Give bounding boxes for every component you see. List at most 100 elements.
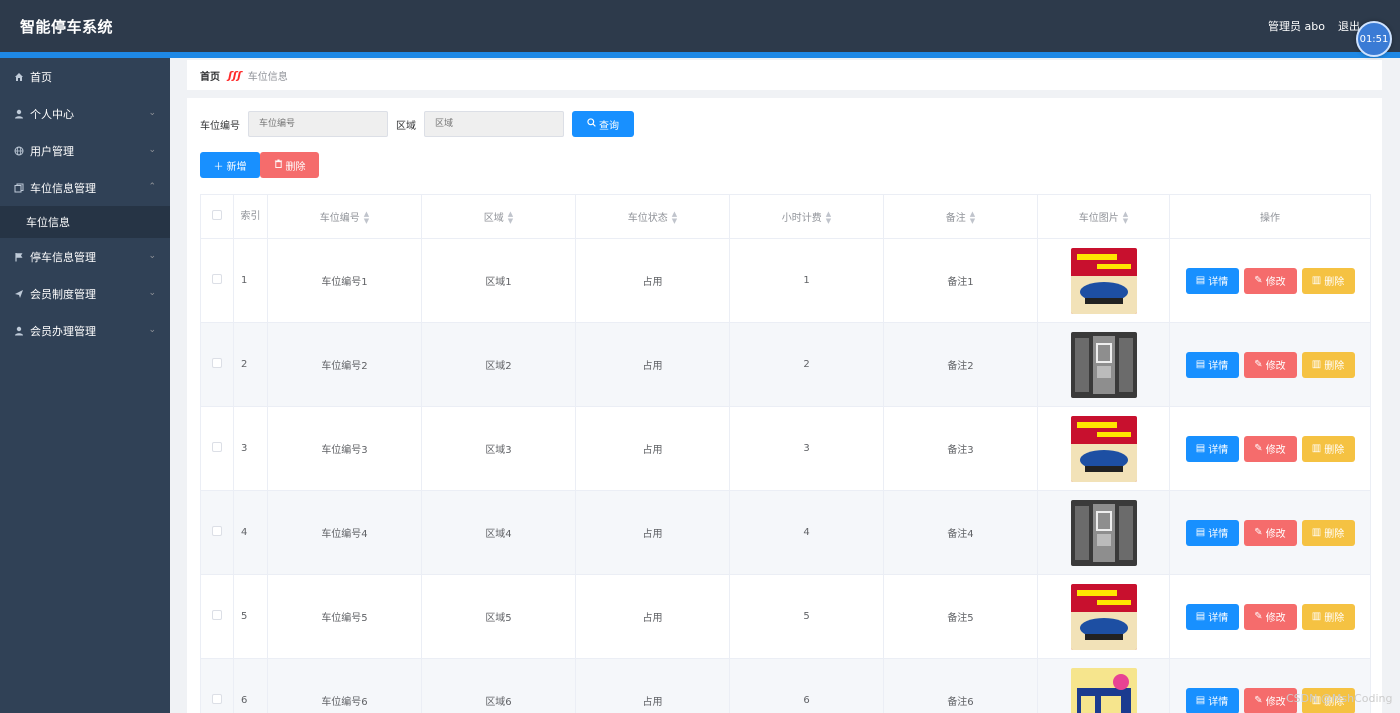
cell-actions: ▤ 详情 ✎ 修改 ▥ 删除 [1169, 490, 1371, 575]
trash-icon: ▥ [1311, 611, 1322, 622]
detail-button-label: 详情 [1208, 361, 1229, 372]
add-button[interactable]: ＋ 新增 [200, 152, 260, 178]
edit-button[interactable]: ✎ 修改 [1243, 267, 1297, 294]
column-header-space-code[interactable]: 车位编号 ▲ ▼ [267, 194, 422, 239]
sort-icon[interactable]: ▲ ▼ [507, 209, 514, 225]
sidebar-item-home[interactable]: 首页 [0, 58, 170, 95]
cell-note: 备注2 [883, 322, 1038, 407]
cell-actions: ▤ 详情 ✎ 修改 ▥ 删除 [1169, 406, 1371, 491]
sidebar-item-user-management[interactable]: 用户管理 ⌄ [0, 132, 170, 169]
cell-area: 区域4 [421, 490, 576, 575]
select-all-cell[interactable] [200, 194, 234, 239]
detail-button[interactable]: ▤ 详情 [1185, 267, 1239, 294]
home-icon [14, 72, 24, 82]
row-checkbox[interactable] [212, 526, 222, 536]
delete-button[interactable]: ▥ 删除 [1301, 519, 1355, 546]
sidebar-item-personal-center[interactable]: 个人中心 ⌄ [0, 95, 170, 132]
pencil-icon: ✎ [1254, 443, 1263, 454]
delete-button[interactable]: ▥ 删除 [1301, 267, 1355, 294]
edit-button[interactable]: ✎ 修改 [1243, 519, 1297, 546]
cell-area: 区域2 [421, 322, 576, 407]
pencil-icon: ✎ [1254, 275, 1263, 286]
edit-button-label: 修改 [1265, 613, 1286, 624]
row-select-cell[interactable] [200, 658, 234, 713]
batch-delete-button[interactable]: 删除 [260, 152, 319, 178]
add-button-label: 新增 [226, 161, 247, 173]
row-checkbox[interactable] [212, 274, 222, 284]
pencil-icon: ✎ [1254, 611, 1263, 622]
parking-space-image[interactable] [1070, 415, 1137, 482]
cell-actions: ▤ 详情 ✎ 修改 ▥ 删除 [1169, 238, 1371, 323]
document-icon: ▤ [1195, 275, 1206, 286]
edit-button[interactable]: ✎ 修改 [1243, 687, 1297, 713]
sidebar-item-label: 车位信息管理 [30, 181, 96, 195]
table-header-row: 索引 车位编号 ▲ ▼ 区域 ▲ ▼ 车位状态 ▲ ▼ 小时计费 ▲ ▼ 备注 ▲ ▼ 车位图片 ▲ ▼… [200, 194, 1371, 239]
parking-space-image[interactable] [1070, 499, 1137, 566]
sidebar-item-parking-info-management[interactable]: 停车信息管理 ⌄ [0, 238, 170, 275]
delete-button[interactable]: ▥ 删除 [1301, 603, 1355, 630]
delete-button[interactable]: ▥ 删除 [1301, 351, 1355, 378]
sort-icon[interactable]: ▲ ▼ [671, 209, 678, 225]
parking-space-image[interactable] [1070, 667, 1137, 713]
detail-button[interactable]: ▤ 详情 [1185, 519, 1239, 546]
sidebar-item-label: 会员制度管理 [30, 287, 96, 301]
edit-button-label: 修改 [1265, 445, 1286, 456]
row-select-cell[interactable] [200, 574, 234, 659]
parking-space-image[interactable] [1070, 583, 1137, 650]
sort-icon[interactable]: ▲ ▼ [825, 209, 832, 225]
edit-button[interactable]: ✎ 修改 [1243, 603, 1297, 630]
column-header-hourly-fee[interactable]: 小时计费 ▲ ▼ [729, 194, 884, 239]
column-header-note[interactable]: 备注 ▲ ▼ [883, 194, 1038, 239]
cell-hourly-fee: 6 [729, 658, 884, 713]
trash-icon: ▥ [1311, 527, 1322, 538]
detail-button[interactable]: ▤ 详情 [1185, 351, 1239, 378]
column-header-status[interactable]: 车位状态 ▲ ▼ [575, 194, 730, 239]
chevron-down-icon: ⌄ [148, 288, 156, 298]
column-header-index: 索引 [233, 194, 268, 239]
detail-button[interactable]: ▤ 详情 [1185, 603, 1239, 630]
cell-index: 3 [233, 406, 268, 491]
row-select-cell[interactable] [200, 490, 234, 575]
logout-link[interactable]: 退出 [1338, 20, 1360, 33]
parking-space-table: 索引 车位编号 ▲ ▼ 区域 ▲ ▼ 车位状态 ▲ ▼ 小时计费 ▲ ▼ 备注 ▲ ▼ 车位图片 ▲ ▼… [200, 194, 1371, 713]
parking-space-image[interactable] [1070, 247, 1137, 314]
trash-icon: ▥ [1311, 359, 1322, 370]
cell-space-code: 车位编号1 [267, 238, 422, 323]
detail-button[interactable]: ▤ 详情 [1185, 687, 1239, 713]
edit-button[interactable]: ✎ 修改 [1243, 435, 1297, 462]
row-select-cell[interactable] [200, 238, 234, 323]
row-checkbox[interactable] [212, 694, 222, 704]
sidebar-subitem-space-info[interactable]: 车位信息 [0, 206, 170, 238]
cell-note: 备注3 [883, 406, 1038, 491]
sort-icon[interactable]: ▲ ▼ [969, 209, 976, 225]
row-checkbox[interactable] [212, 442, 222, 452]
user-icon [14, 109, 24, 119]
cell-hourly-fee: 1 [729, 238, 884, 323]
sidebar-item-membership-handling-management[interactable]: 会员办理管理 ⌄ [0, 312, 170, 349]
delete-button[interactable]: ▥ 删除 [1301, 435, 1355, 462]
delete-button[interactable]: ▥ 删除 [1301, 687, 1355, 713]
select-all-checkbox[interactable] [212, 210, 222, 220]
action-bar: ＋ 新增 删除 [200, 152, 319, 178]
sidebar-item-membership-policy-management[interactable]: 会员制度管理 ⌄ [0, 275, 170, 312]
sort-icon[interactable]: ▲ ▼ [363, 209, 370, 225]
row-select-cell[interactable] [200, 406, 234, 491]
area-input[interactable] [424, 111, 564, 137]
row-select-cell[interactable] [200, 322, 234, 407]
column-header-area[interactable]: 区域 ▲ ▼ [421, 194, 576, 239]
cell-image [1037, 574, 1170, 659]
detail-button[interactable]: ▤ 详情 [1185, 435, 1239, 462]
column-header-image[interactable]: 车位图片 ▲ ▼ [1037, 194, 1170, 239]
sort-icon[interactable]: ▲ ▼ [1122, 209, 1129, 225]
row-checkbox[interactable] [212, 358, 222, 368]
app-title: 智能停车系统 [20, 18, 114, 36]
table-row: 3 车位编号3 区域3 占用 3 备注3 ▤ 详情 ✎ 修改 ▥ 删除 [200, 406, 1371, 491]
breadcrumb-home[interactable]: 首页 [200, 71, 220, 83]
parking-space-image[interactable] [1070, 331, 1137, 398]
row-checkbox[interactable] [212, 610, 222, 620]
query-button[interactable]: 查询 [572, 111, 634, 137]
edit-button[interactable]: ✎ 修改 [1243, 351, 1297, 378]
cell-status: 占用 [575, 238, 730, 323]
sidebar-item-space-info-management[interactable]: 车位信息管理 ⌃ [0, 169, 170, 206]
space-code-input[interactable] [248, 111, 388, 137]
